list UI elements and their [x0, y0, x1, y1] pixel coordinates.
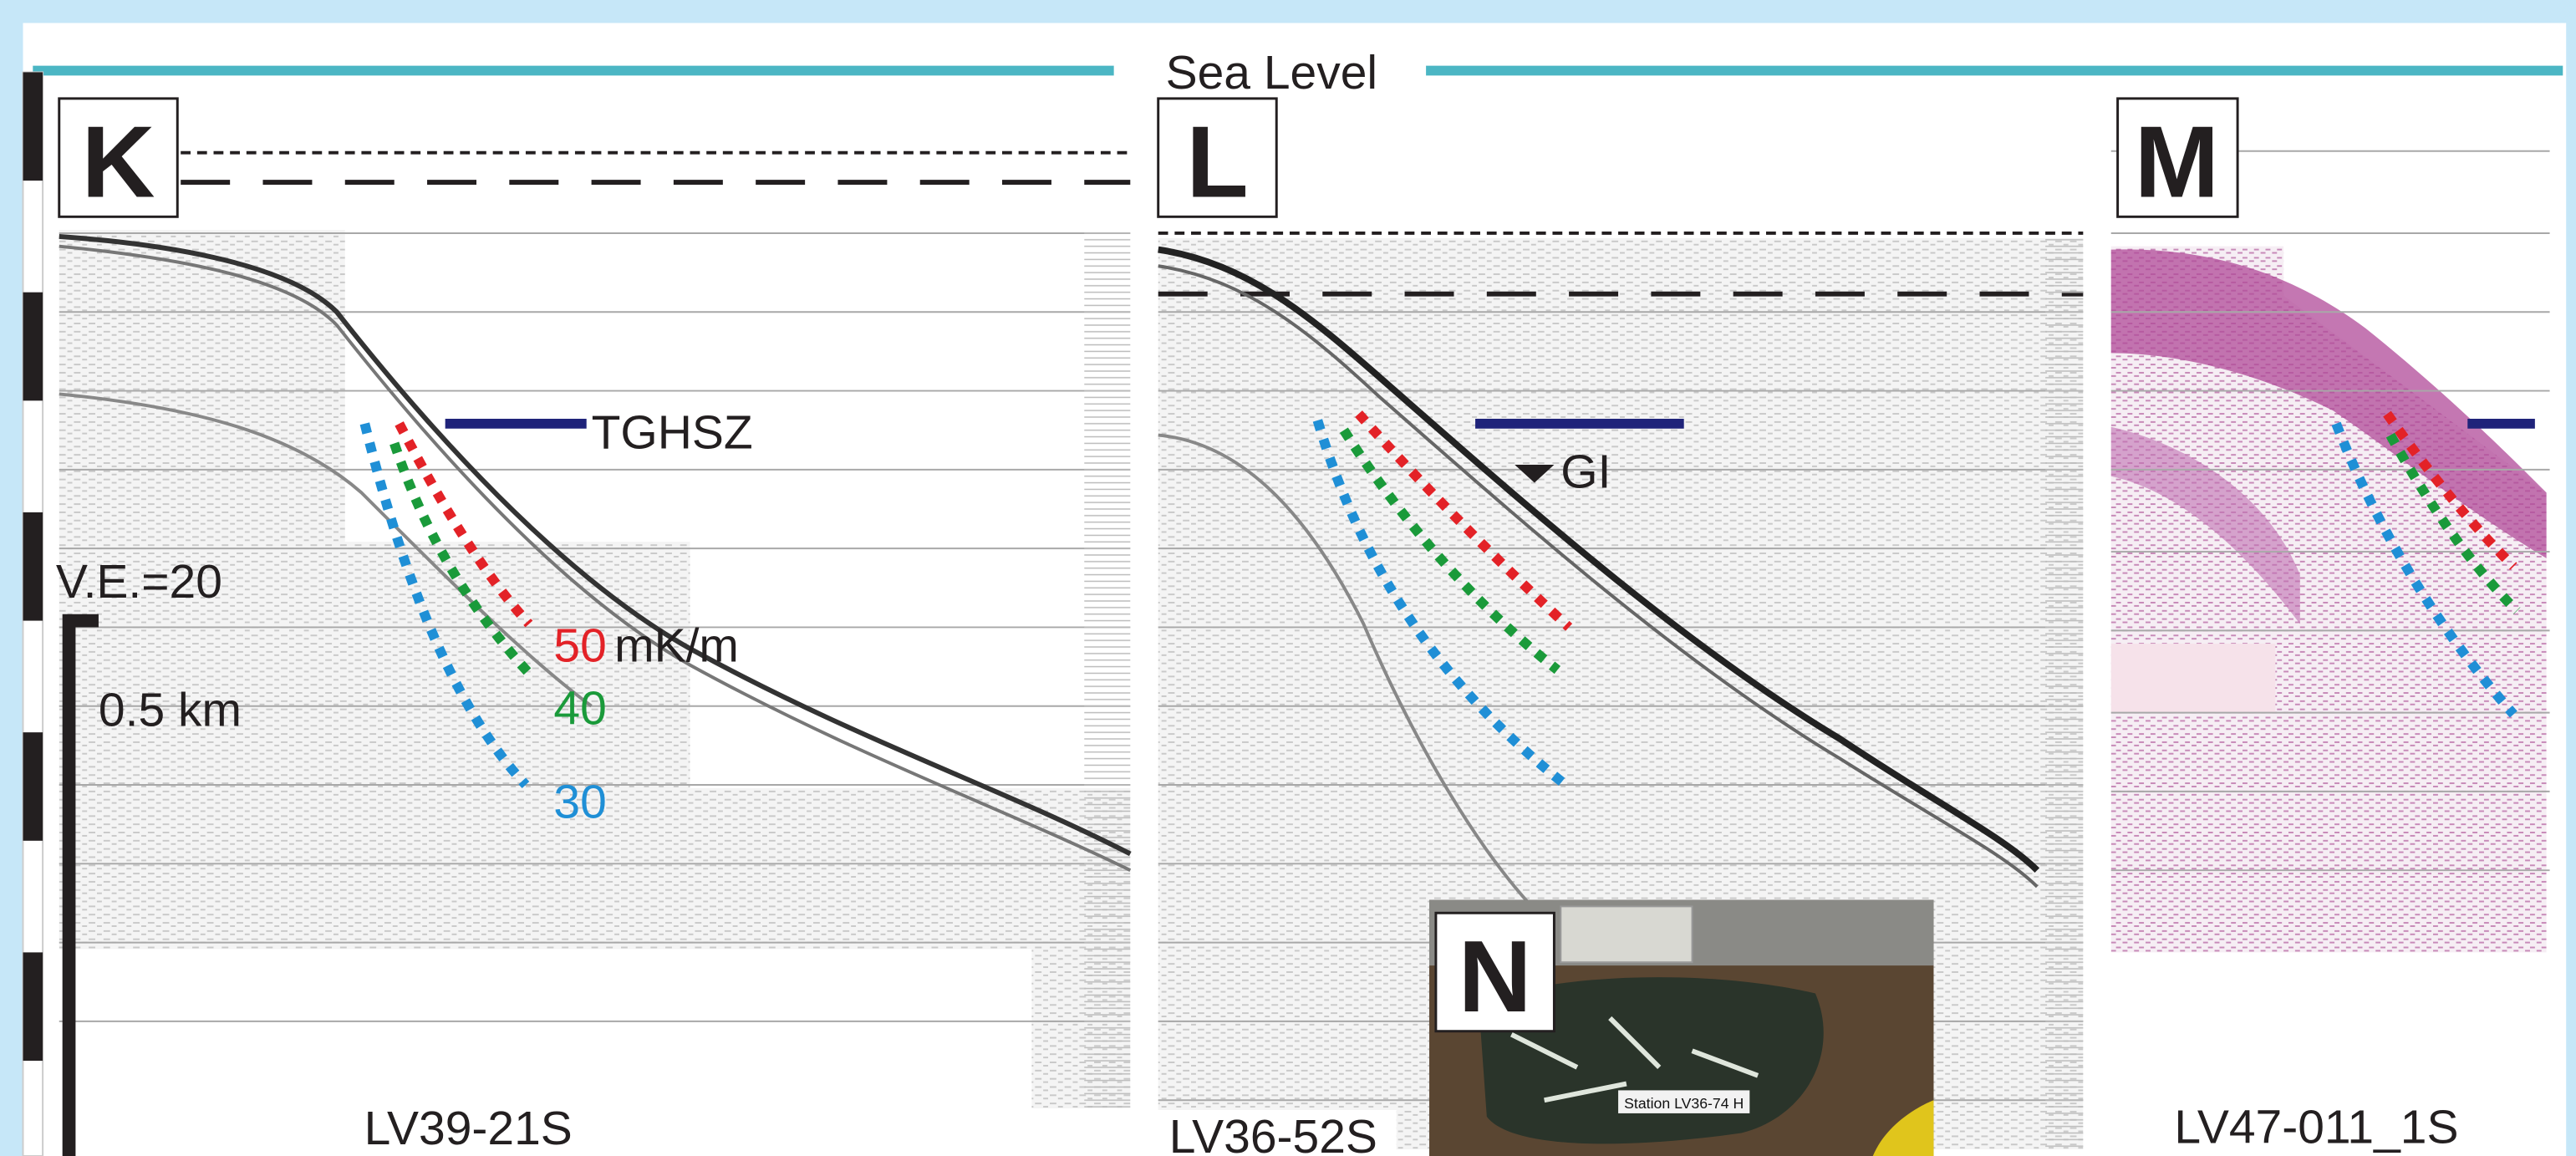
tghsz-label: TGHSZ — [592, 405, 753, 459]
scale-label: 0.5 km — [99, 683, 242, 736]
vertical-exaggeration: V.E.=20 — [56, 555, 222, 609]
depth-bar — [23, 952, 43, 1061]
profile-name: LV39-21S — [364, 1102, 573, 1155]
sea-level-label: Sea Level — [1166, 46, 1377, 99]
panel-label: L — [1186, 105, 1248, 219]
depth-bar — [23, 72, 43, 1156]
profile-name: LV36-52S — [1169, 1110, 1377, 1156]
depth-bar — [23, 72, 43, 181]
time-ticks — [1084, 230, 1130, 1108]
depth-bar — [23, 732, 43, 841]
panel-label: K — [82, 105, 155, 219]
photo-socket — [1560, 906, 1692, 962]
gi-label: GI — [1560, 445, 1611, 498]
time-ticks — [2045, 238, 2083, 1149]
figure: Sea Level TGHSZ 50 mK/m 40 30 V.E.=20 0.… — [0, 0, 2576, 1156]
panel-label: N — [1459, 919, 1532, 1033]
gradient-label: 40 — [553, 681, 606, 735]
data-gap — [2111, 644, 2276, 713]
photo-caption: Station LV36-74 H — [1624, 1095, 1744, 1112]
gradient-label: 30 — [553, 775, 606, 828]
profile-name: LV47-011_1S — [2174, 1100, 2458, 1153]
gradient-label: 50 — [553, 619, 606, 673]
page: Sea Level TGHSZ 50 mK/m 40 30 V.E.=20 0.… — [0, 0, 2576, 1156]
panel-label: M — [2135, 105, 2220, 219]
depth-bar — [23, 293, 43, 401]
depth-bar — [23, 512, 43, 621]
gradient-unit: mK/m — [614, 619, 739, 673]
panel-n: Station LV36-74 H N — [1429, 900, 1933, 1156]
